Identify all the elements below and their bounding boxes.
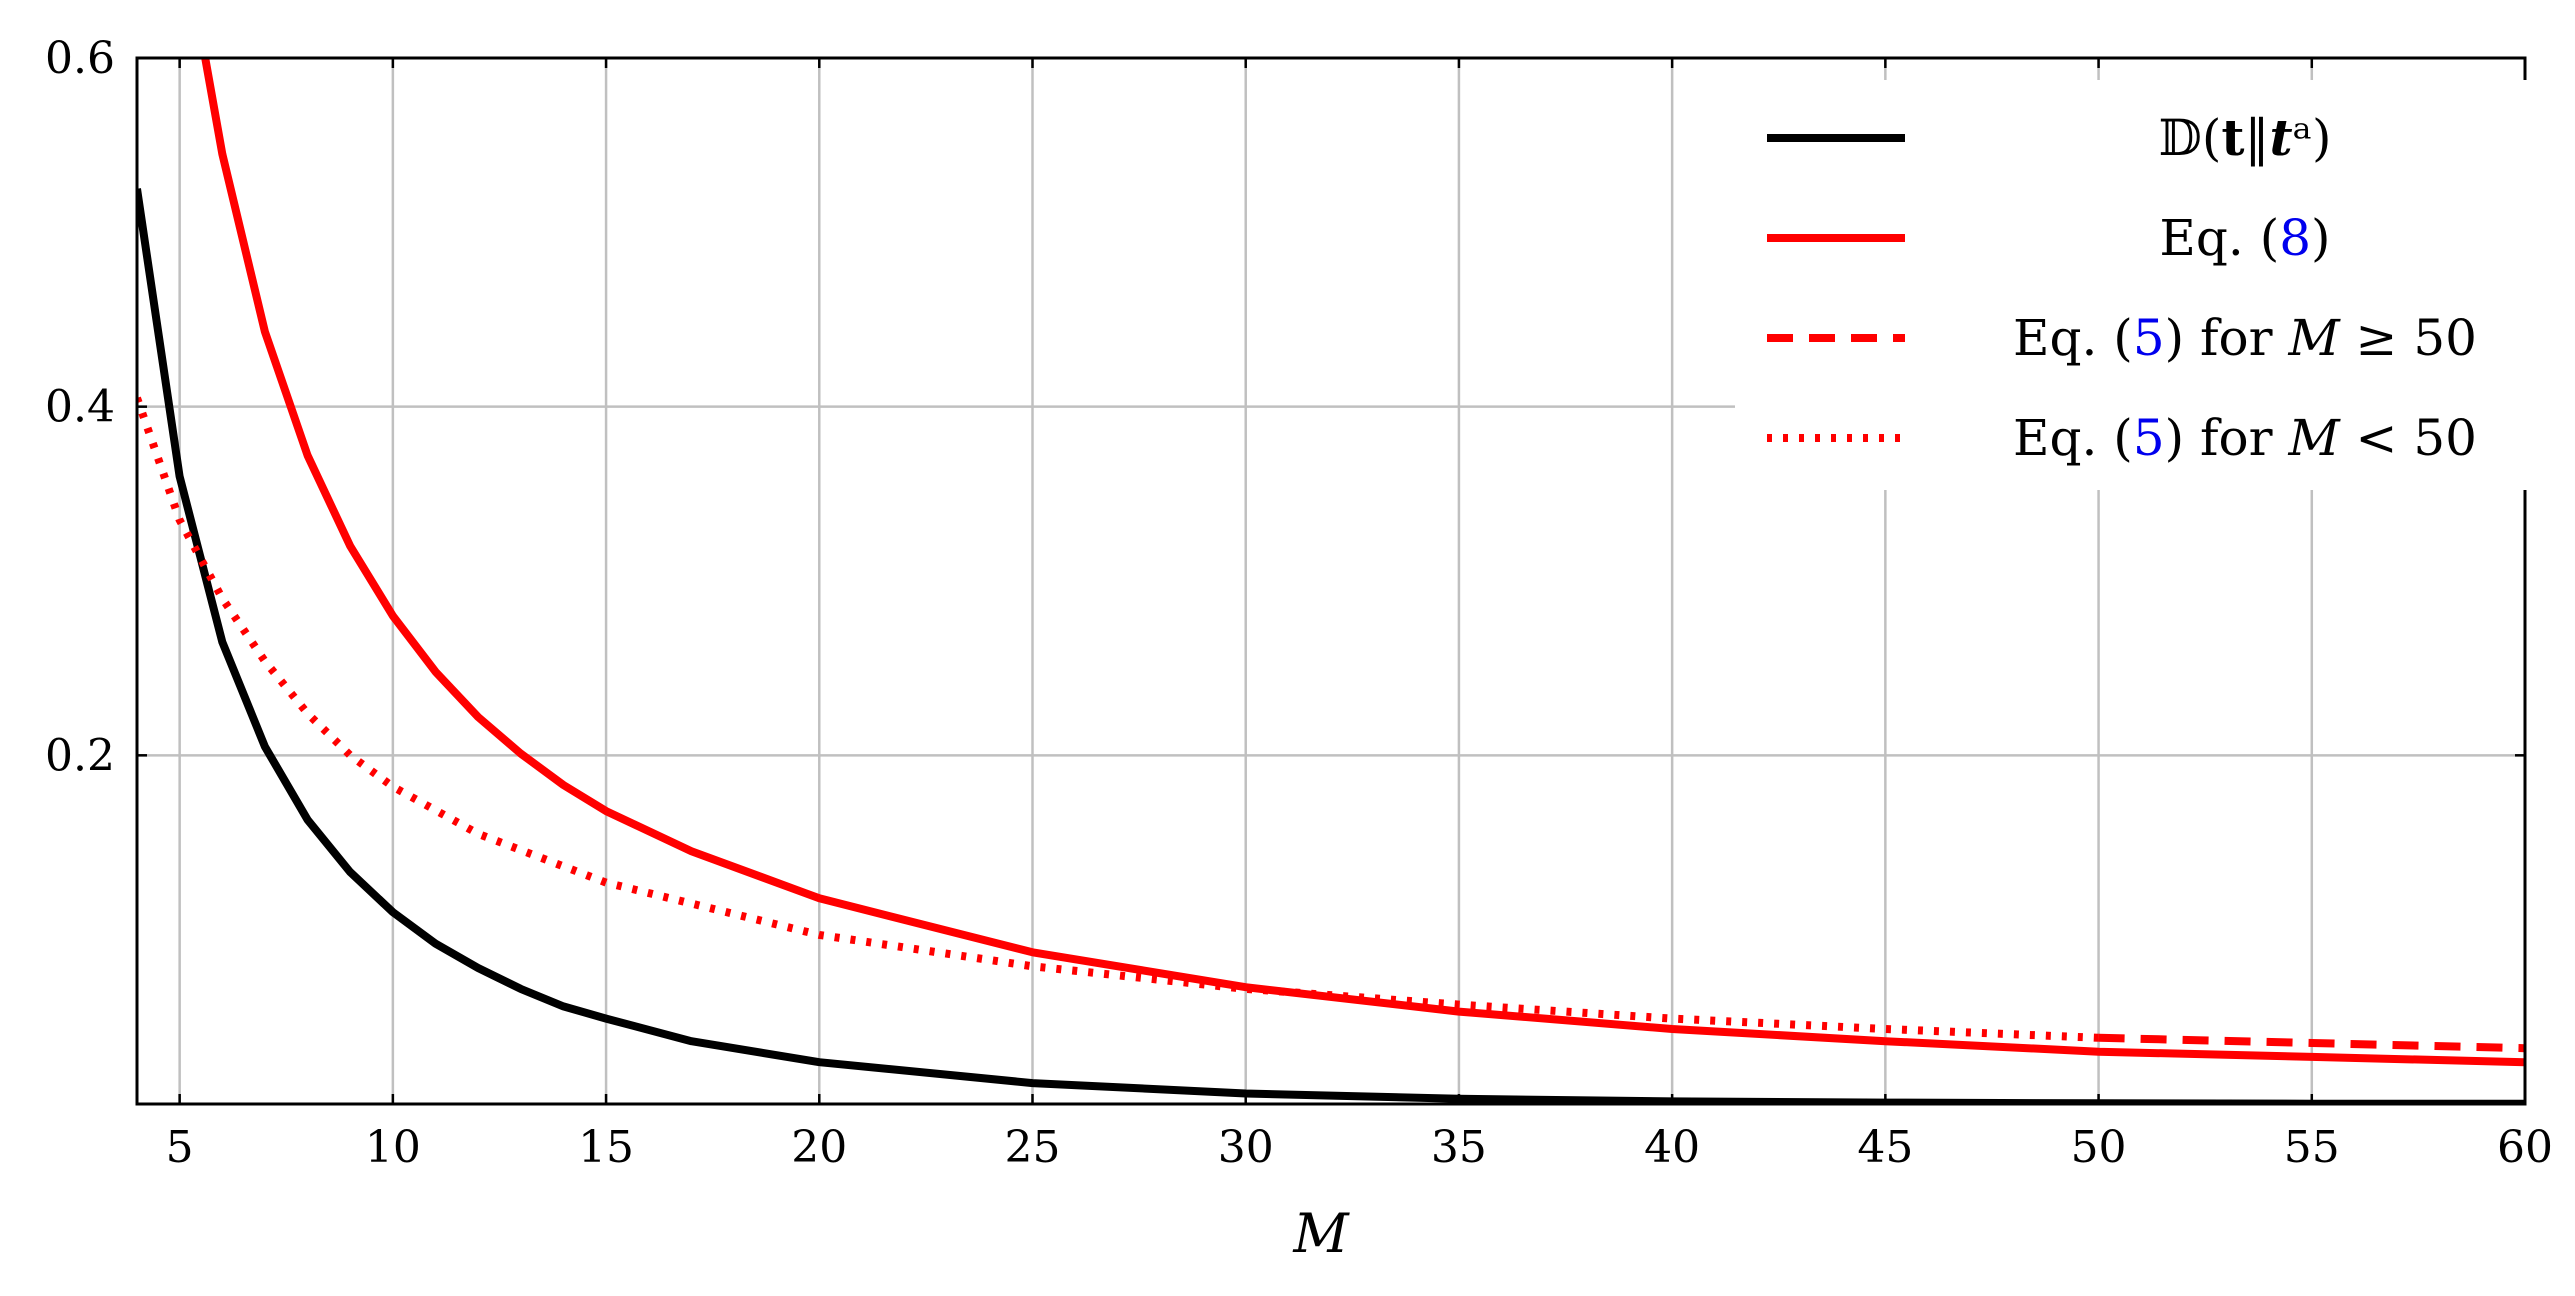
- x-tick-label: 20: [791, 1122, 847, 1173]
- y-tick-label: 0.6: [45, 33, 115, 84]
- x-tick-label: 35: [1431, 1122, 1487, 1173]
- legend-background: [1735, 80, 2545, 490]
- x-tick-label: 40: [1644, 1122, 1700, 1173]
- x-tick-label: 10: [365, 1122, 421, 1173]
- x-tick-label: 5: [166, 1122, 194, 1173]
- x-tick-label: 50: [2071, 1122, 2127, 1173]
- x-tick-label: 25: [1005, 1122, 1061, 1173]
- y-tick-label: 0.4: [45, 382, 115, 433]
- x-tick-label: 15: [578, 1122, 634, 1173]
- legend-label-0: 𝔻(t‖tᵃ): [2159, 108, 2332, 167]
- legend: 𝔻(t‖tᵃ) Eq. (8) Eq. (5) for M ≥ 50 Eq. (5) …: [1735, 80, 2545, 490]
- x-tick-label: 30: [1218, 1122, 1274, 1173]
- x-axis-title: M: [1292, 1202, 1350, 1265]
- plot-frame: [135, 56, 2527, 1106]
- series-line-0: [137, 188, 2525, 1104]
- plot-series: [137, 58, 2525, 1104]
- legend-label-2: Eq. (5) for M ≥ 50: [2013, 309, 2477, 367]
- series-line-2: [2098, 1033, 2525, 1053]
- x-tick-label: 45: [1857, 1122, 1913, 1173]
- axis-ticks: 5 10 15 20 25 30 35 40 45 50 55 60 0.2 0.4 0.6: [45, 33, 2553, 1173]
- x-tick-label: 55: [2284, 1122, 2340, 1173]
- x-tick-label: 60: [2497, 1122, 2553, 1173]
- series-line-1: [201, 58, 2525, 1067]
- y-tick-label: 0.2: [45, 730, 115, 781]
- legend-label-3: Eq. (5) for M < 50: [2013, 409, 2477, 467]
- series-line-3: [137, 396, 2099, 1042]
- legend-label-1: Eq. (8): [2159, 209, 2330, 267]
